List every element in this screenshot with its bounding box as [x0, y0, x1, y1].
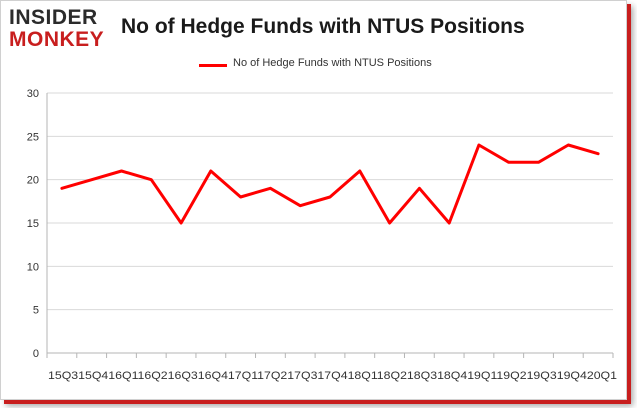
legend-line-swatch — [199, 64, 227, 67]
chart-frame: INSIDER MONKEY No of Hedge Funds with NT… — [0, 0, 627, 400]
data-point-16Q2 — [150, 178, 153, 181]
chart-title: No of Hedge Funds with NTUS Positions — [121, 15, 525, 38]
gridlines — [47, 92, 613, 311]
logo-line-bottom: MONKEY — [9, 28, 105, 51]
data-point-19Q4 — [567, 143, 570, 147]
data-point-16Q1 — [120, 169, 123, 173]
data-point-18Q4 — [447, 221, 451, 225]
x-tick-labels: 15Q315Q416Q116Q216Q316Q417Q117Q217Q317Q4… — [48, 370, 617, 382]
series-line-0 — [60, 143, 600, 225]
axes — [46, 93, 614, 358]
x-tick-labels-text: 15Q315Q416Q116Q216Q316Q417Q117Q217Q317Q4… — [48, 370, 617, 382]
y-tick-label-0: 0 — [33, 348, 39, 360]
data-point-15Q4 — [90, 178, 93, 181]
data-point-17Q2 — [269, 187, 272, 190]
data-point-17Q4 — [328, 195, 332, 199]
data-point-17Q1 — [239, 195, 242, 199]
line-chart: 0 5 10 15 20 25 30 15Q315Q416Q116Q216Q316Q417Q… — [27, 88, 617, 382]
y-tick-label-5: 5 — [33, 305, 39, 317]
data-series — [60, 143, 600, 225]
y-tick-label-15: 15 — [27, 218, 39, 230]
data-point-18Q3 — [418, 187, 421, 190]
data-point-16Q3 — [179, 221, 183, 225]
data-point-15Q3 — [60, 187, 64, 190]
y-tick-label-10: 10 — [27, 261, 39, 273]
y-tick-label-25: 25 — [27, 131, 39, 143]
y-tick-label-20: 20 — [27, 175, 39, 187]
data-point-18Q2 — [388, 221, 391, 225]
insider-monkey-logo: INSIDER MONKEY — [9, 7, 119, 53]
legend-label: No of Hedge Funds with NTUS Positions — [233, 57, 432, 69]
logo-line-top: INSIDER — [9, 6, 98, 29]
data-point-18Q1 — [358, 169, 361, 173]
y-tick-labels: 0 5 10 15 20 25 30 — [27, 88, 39, 360]
data-point-19Q2 — [507, 161, 510, 164]
y-tick-label-30: 30 — [27, 88, 39, 100]
data-point-19Q3 — [537, 161, 540, 164]
data-point-16Q4 — [209, 169, 213, 173]
data-point-20Q1 — [596, 152, 600, 155]
data-point-19Q1 — [477, 143, 481, 147]
data-point-17Q3 — [299, 204, 302, 207]
